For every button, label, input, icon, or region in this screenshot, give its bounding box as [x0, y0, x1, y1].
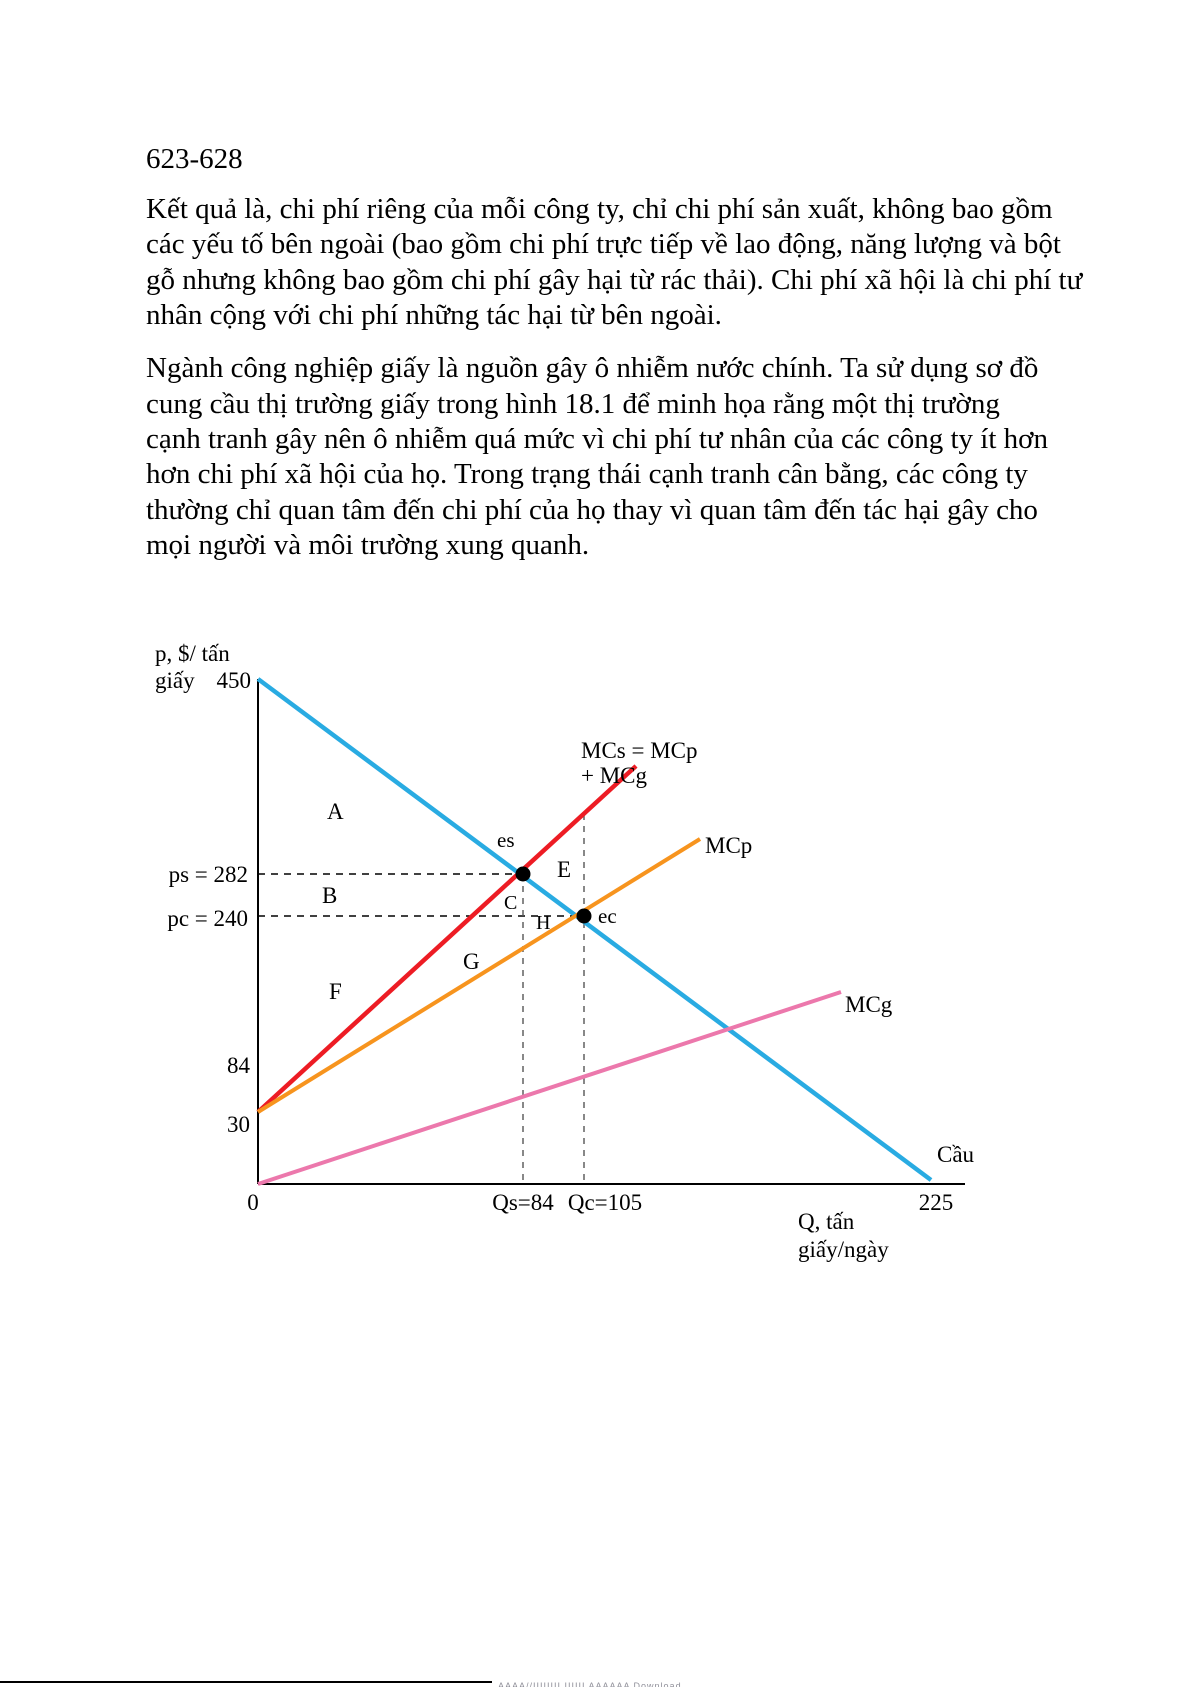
- svg-text:225: 225: [919, 1190, 954, 1215]
- svg-text:ec: ec: [598, 904, 617, 928]
- svg-text:giấy: giấy: [155, 668, 195, 693]
- svg-text:Qc=105: Qc=105: [568, 1190, 642, 1215]
- svg-text:MCs = MCp: MCs = MCp: [581, 738, 698, 763]
- svg-text:MCg: MCg: [845, 992, 893, 1017]
- svg-text:giấy/ngày: giấy/ngày: [798, 1237, 889, 1262]
- svg-text:E: E: [557, 857, 571, 882]
- svg-text:Q, tấn: Q, tấn: [798, 1209, 855, 1234]
- svg-text:G: G: [463, 949, 480, 974]
- svg-text:Qs=84: Qs=84: [492, 1190, 554, 1215]
- svg-text:450: 450: [217, 668, 252, 693]
- svg-text:B: B: [322, 883, 337, 908]
- svg-text:MCp: MCp: [705, 833, 752, 858]
- svg-text:F: F: [329, 979, 342, 1004]
- svg-text:es: es: [497, 828, 515, 852]
- svg-text:C: C: [504, 892, 517, 914]
- svg-text:p, $/ tấn: p, $/ tấn: [155, 641, 230, 666]
- svg-text:0: 0: [247, 1190, 259, 1215]
- svg-text:pc = 240: pc = 240: [167, 906, 248, 931]
- svg-text:84: 84: [227, 1053, 251, 1078]
- svg-text:A: A: [327, 799, 344, 824]
- svg-text:H: H: [536, 912, 550, 934]
- svg-text:Cầu: Cầu: [937, 1142, 975, 1167]
- svg-text:ps = 282: ps = 282: [169, 862, 248, 887]
- svg-text:+ MCg: + MCg: [581, 763, 648, 788]
- svg-text:30: 30: [227, 1112, 250, 1137]
